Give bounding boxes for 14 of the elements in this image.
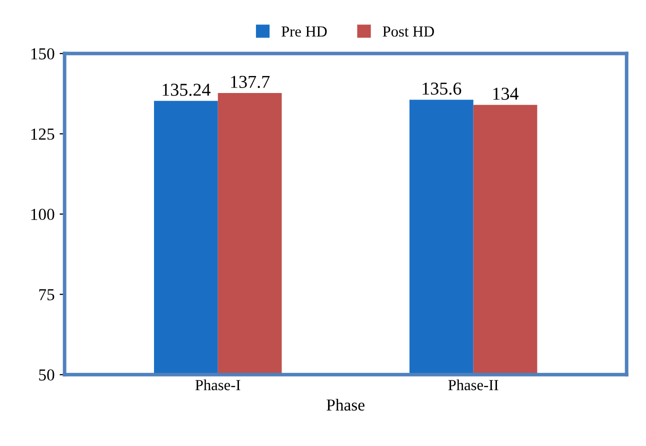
x-axis-title: Phase <box>326 398 364 411</box>
y-tick-label: 150 <box>31 48 54 60</box>
data-label: 137.7 <box>231 76 270 88</box>
data-label: 135.24 <box>162 84 210 96</box>
y-tick-label: 75 <box>39 289 54 300</box>
y-tick-label: 125 <box>31 128 54 140</box>
legend-label: Pre HD <box>282 26 327 37</box>
x-tick-label: Phase-I <box>195 380 240 390</box>
y-tick-label: 50 <box>39 369 54 381</box>
legend-label: Post HD <box>382 26 434 37</box>
data-label: 134 <box>493 88 519 100</box>
x-tick-label: Phase-II <box>448 380 498 390</box>
data-label: 135.6 <box>422 82 462 95</box>
y-tick-label: 100 <box>31 208 54 220</box>
